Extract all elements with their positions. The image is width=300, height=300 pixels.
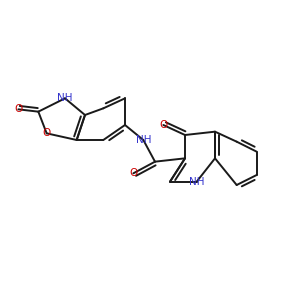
Text: O: O	[14, 104, 22, 114]
Text: O: O	[43, 128, 51, 138]
Text: NH: NH	[57, 93, 73, 103]
Text: NH: NH	[136, 135, 151, 145]
Text: NH: NH	[189, 177, 204, 187]
Text: O: O	[129, 168, 137, 178]
Text: O: O	[159, 120, 167, 130]
